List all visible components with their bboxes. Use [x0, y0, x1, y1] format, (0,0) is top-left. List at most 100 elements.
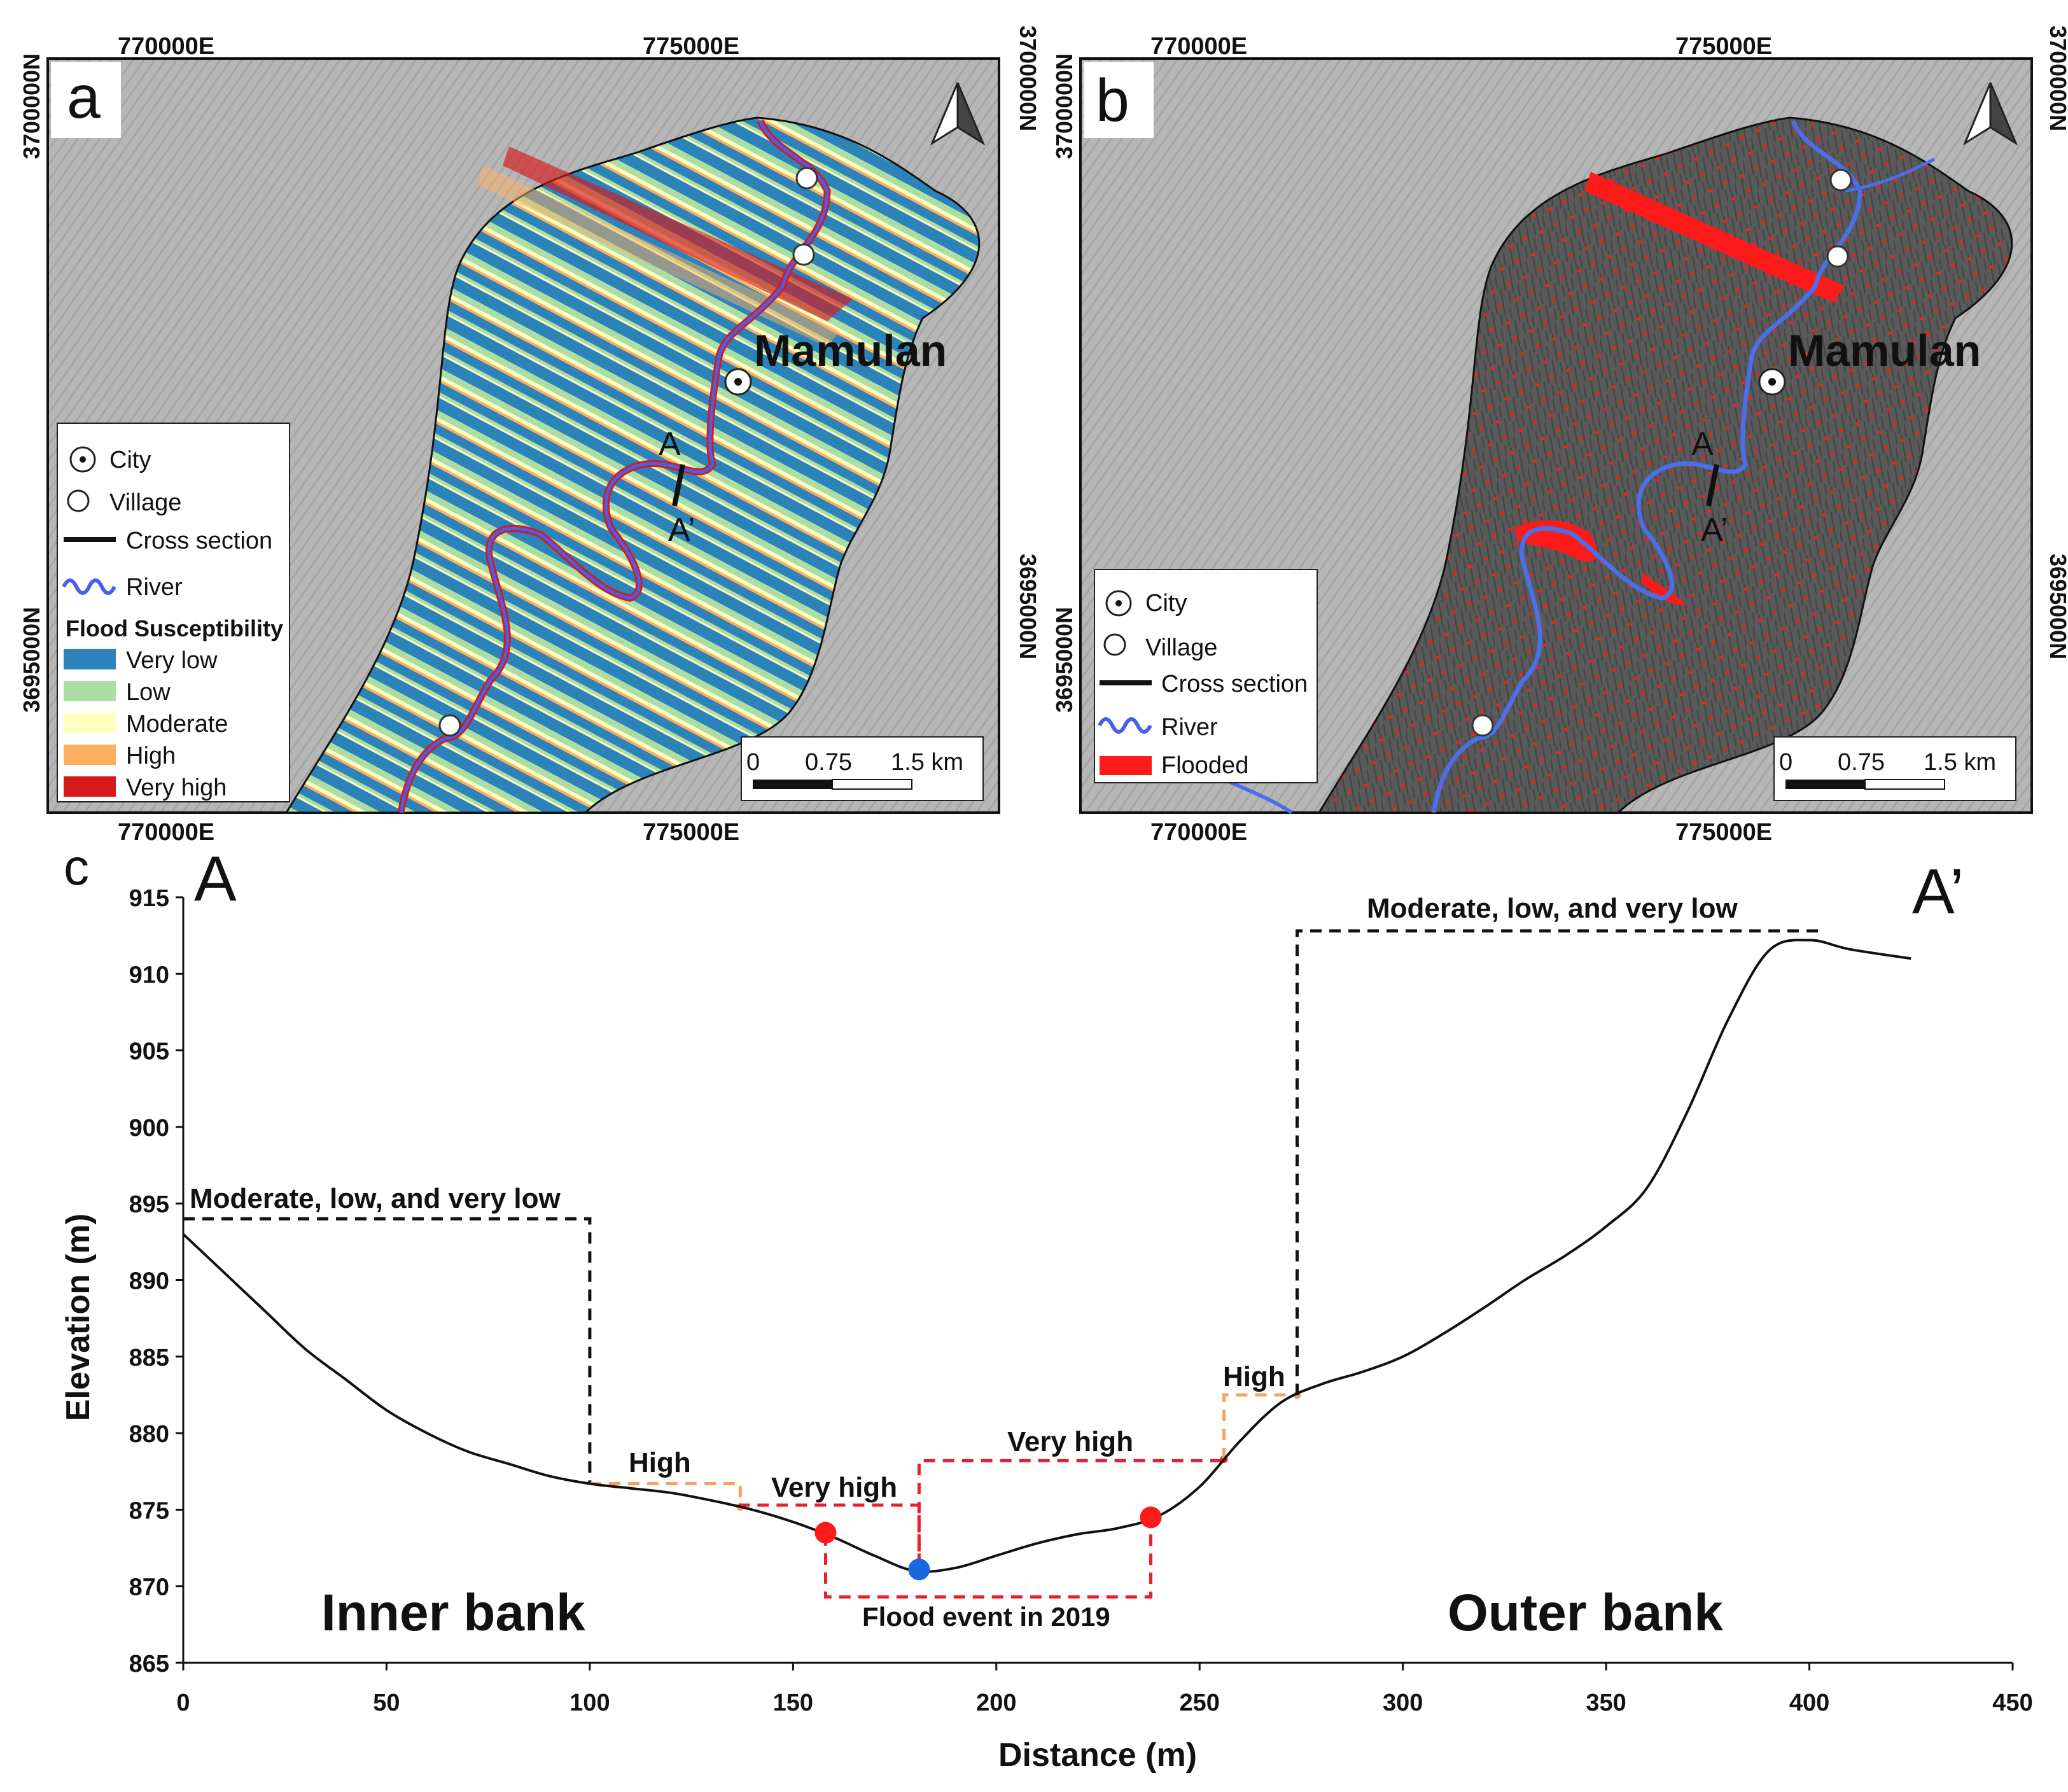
coord-b-bottom-right: 775000E — [1675, 819, 1772, 846]
coord-b-right-lower: 3695000N — [2045, 554, 2068, 659]
panel-c-chart: c A A’ 865 870 875 880 885 890 895 900 905 910 915… — [60, 839, 2033, 1774]
legend-swatch — [64, 713, 116, 733]
panel-a-ridge-band-2 — [477, 165, 840, 347]
profile-marker — [1140, 1506, 1162, 1529]
legend-a-class-1: Low — [126, 679, 171, 706]
susceptibility-zones — [183, 929, 1826, 1599]
x-tick-label: 450 — [1992, 1690, 2032, 1716]
village-marker — [792, 243, 815, 266]
panel-b-river-line — [1431, 120, 1862, 813]
coord-b-left-upper: 3700000N — [1051, 53, 1077, 159]
coord-b-top-right: 775000E — [1675, 33, 1772, 60]
x-tick-label: 150 — [773, 1690, 813, 1716]
x-tick-label: 50 — [373, 1690, 400, 1716]
zone-label-vhigh-right: Very high — [1007, 1426, 1133, 1457]
zone-bracket — [1296, 929, 1826, 1396]
legend-b-city: City — [1145, 590, 1187, 617]
section-label-b: A — [1691, 426, 1714, 463]
legend-b-village: Village — [1145, 634, 1217, 661]
legend-a-cross-section: Cross section — [126, 528, 272, 554]
legend-b: City Village Cross section River Flooded — [1094, 569, 1318, 783]
scale-b-1: 0.75 — [1838, 749, 1885, 776]
legend-a-class-3: High — [126, 743, 176, 769]
coord-b-right-upper: 3700000N — [2045, 25, 2068, 131]
zone-bracket — [1222, 1393, 1299, 1459]
village-marker — [1829, 169, 1852, 192]
panel-a-river-line — [399, 120, 829, 813]
panel-b-tributary — [1845, 157, 1936, 193]
village-marker — [1826, 245, 1849, 268]
zone-bracket — [183, 1217, 592, 1484]
panel-a-ridge-band — [503, 146, 853, 321]
x-tick-label: 0 — [176, 1690, 190, 1716]
village-marker — [795, 167, 818, 190]
profile-end-label: A’ — [1912, 856, 1964, 927]
cross-section-line-b — [1706, 464, 1719, 507]
city-label-a: Mamulan — [754, 326, 947, 375]
coord-a-left-upper: 3700000N — [18, 53, 45, 159]
scale-a-1: 0.75 — [805, 749, 852, 776]
scale-bar-a: 0 0.75 1.5 km — [741, 736, 984, 801]
panel-b-letter: b — [1096, 67, 1129, 134]
legend-river-icon — [62, 578, 116, 595]
y-tick-label: 870 — [129, 1574, 169, 1601]
section-label-a-prime: A’ — [668, 512, 695, 549]
x-tick-label: 300 — [1383, 1690, 1423, 1716]
village-marker — [1471, 714, 1494, 737]
zone-label-mod-right: Moderate, low, and very low — [1367, 893, 1738, 924]
x-tick-label: 250 — [1180, 1690, 1220, 1716]
zone-label-high-right: High — [1223, 1361, 1285, 1392]
coord-a-right-upper: 3700000N — [1015, 25, 1041, 131]
scale-b-0: 0 — [1779, 749, 1792, 776]
profile-start-label: A — [194, 843, 237, 914]
section-label-b-prime: A’ — [1701, 512, 1728, 549]
legend-a-title: Flood Susceptibility — [66, 615, 283, 641]
panel-a-letter: a — [67, 64, 101, 131]
city-marker-dot — [734, 378, 742, 386]
scale-b-2: 1.5 km — [1924, 749, 1996, 776]
y-tick-label: 865 — [129, 1651, 169, 1677]
coord-a-bottom-right: 775000E — [643, 819, 739, 846]
legend-a-river: River — [126, 574, 183, 601]
legend-swatch — [64, 776, 116, 797]
city-marker-dot — [1768, 378, 1776, 386]
zone-label-high-left: High — [629, 1447, 691, 1478]
coord-a-bottom-left: 770000E — [118, 819, 214, 846]
y-tick-label: 885 — [129, 1345, 169, 1371]
coord-b-top-left: 770000E — [1150, 33, 1247, 60]
profile-marker — [814, 1522, 837, 1544]
zone-label-mod-left: Moderate, low, and very low — [190, 1183, 561, 1214]
north-arrow-icon — [930, 82, 986, 146]
elevation-profile-line — [182, 939, 1911, 1573]
y-tick-label: 895 — [129, 1191, 169, 1218]
legend-a-village: Village — [109, 489, 181, 516]
panel-b-map: Mamulan A A’ b City Village Cross sectio… — [1051, 25, 2068, 846]
scale-bar-b: 0 0.75 1.5 km — [1773, 736, 2016, 801]
panel-a-letter-box — [51, 62, 121, 138]
y-axis-title: Elevation (m) — [60, 1214, 97, 1422]
x-tick-label: 350 — [1586, 1690, 1626, 1716]
y-tick-label: 880 — [129, 1421, 169, 1448]
profile-marker — [908, 1558, 930, 1581]
legend-swatch — [64, 649, 116, 669]
panel-b-flood-band — [1584, 172, 1845, 302]
legend-b-flooded: Flooded — [1161, 752, 1248, 779]
legend-a-class-4: Very high — [126, 774, 227, 801]
y-tick-label: 905 — [129, 1039, 169, 1065]
scale-a-2: 1.5 km — [891, 749, 963, 776]
legend-swatch — [64, 745, 116, 765]
profile-markers — [814, 1506, 1162, 1581]
legend-flooded-swatch — [1100, 756, 1152, 775]
zone-label-flood-event: Flood event in 2019 — [862, 1602, 1110, 1632]
legend-a-city: City — [109, 447, 151, 473]
legend-swatch — [64, 681, 116, 701]
panel-b-flood-patch-2 — [1642, 573, 1686, 605]
legend-b-cross-section: Cross section — [1161, 671, 1308, 697]
north-arrow-icon — [1962, 82, 2018, 146]
coord-a-top-left: 770000E — [118, 33, 214, 60]
x-tick-label: 400 — [1789, 1690, 1829, 1716]
coord-b-bottom-left: 770000E — [1150, 819, 1247, 846]
village-marker — [438, 714, 461, 737]
legend-village-icon — [1103, 633, 1126, 656]
legend-village-icon — [67, 489, 90, 512]
